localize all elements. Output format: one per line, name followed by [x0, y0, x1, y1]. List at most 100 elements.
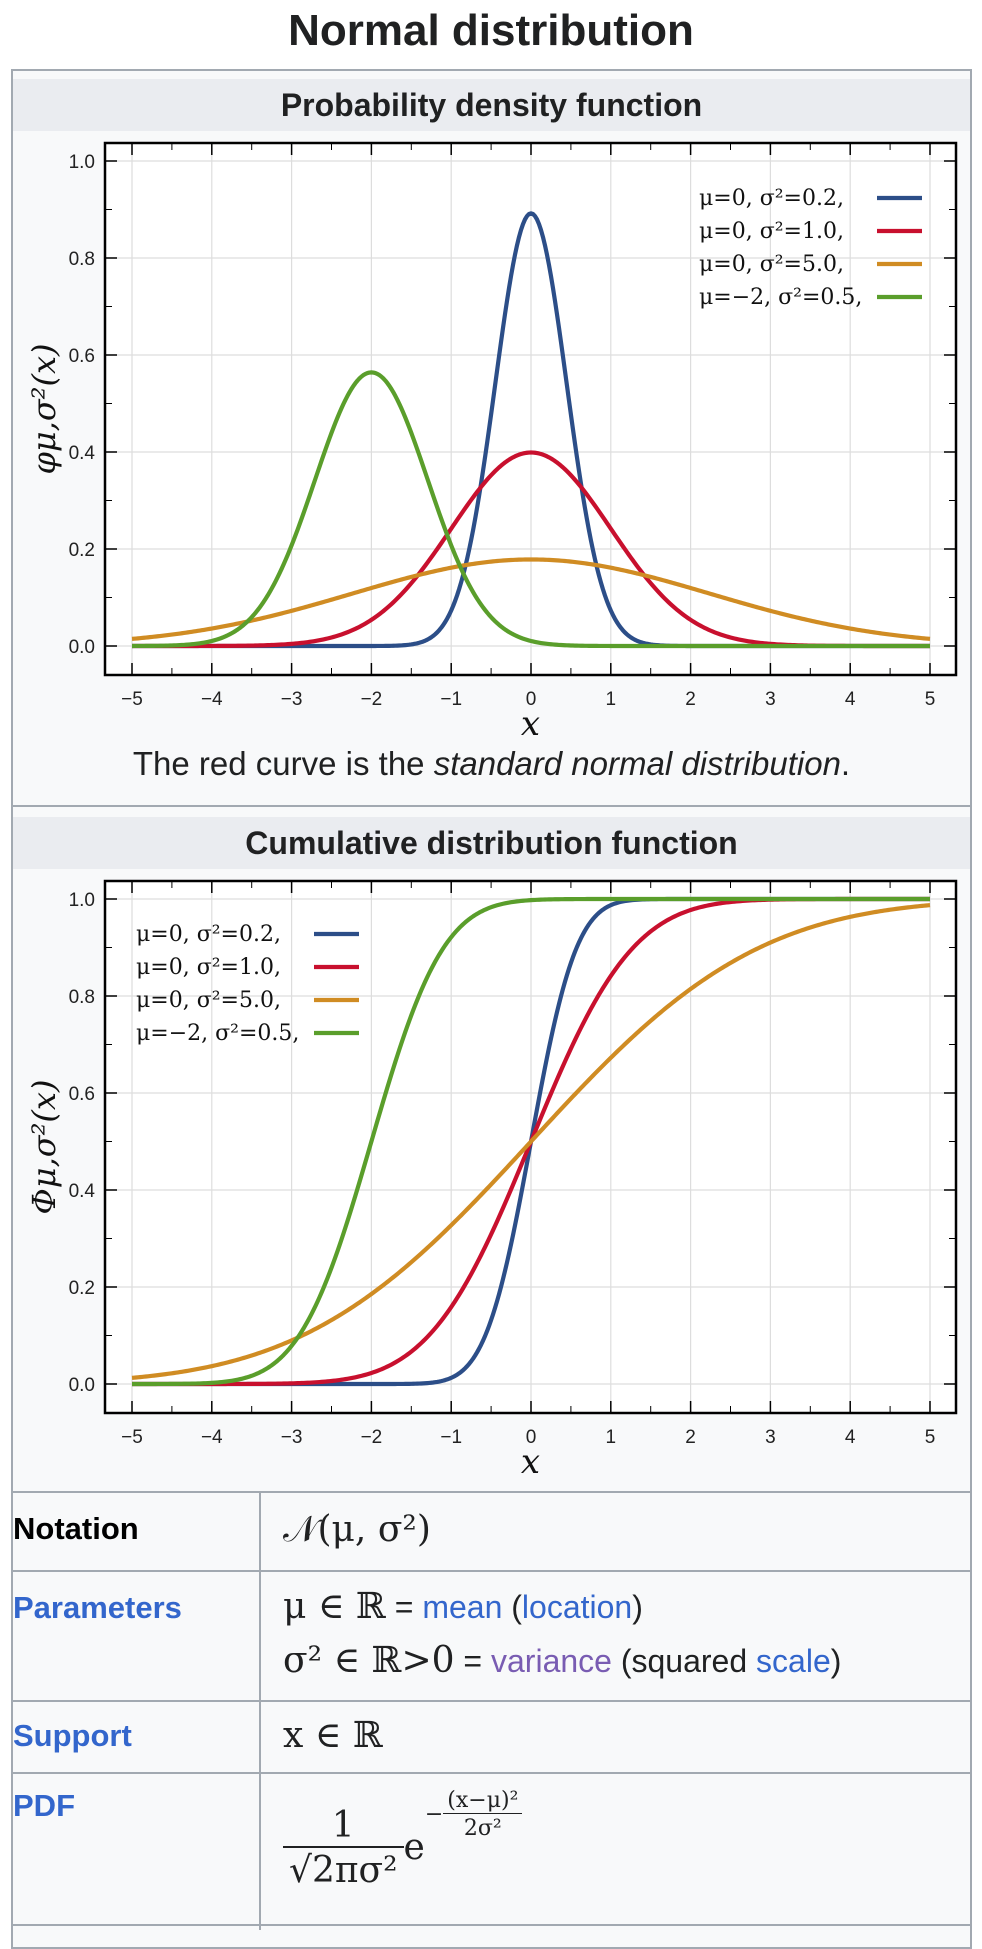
param-mean-math: μ ∈ ℝ [283, 1586, 386, 1627]
paren-close: ) [830, 1643, 842, 1679]
caption-text: The red curve is the [132, 745, 434, 782]
pdf-exp-num: (x−μ)² [447, 1788, 519, 1813]
legend-label: μ=0, σ²=1.0, [136, 955, 281, 980]
param-eq: = [454, 1643, 491, 1679]
y-tick-label: 0.8 [69, 249, 95, 270]
support-label-link[interactable]: Support [13, 1718, 132, 1753]
pdf-exp-fraction: (x−μ)² 2σ² [443, 1788, 523, 1841]
x-tick-label: −5 [121, 689, 143, 710]
series-line [131, 896, 931, 1387]
pdf-section-header: Probability density function [13, 79, 970, 131]
x-tick-label: 0 [526, 1427, 537, 1448]
caption-link-standard-normal: standard normal distribution [433, 745, 841, 782]
legend-label: μ=−2, σ²=0.5, [699, 285, 862, 310]
x-axis-label: x [521, 1442, 540, 1479]
legend-label: μ=0, σ²=0.2, [136, 922, 281, 947]
y-axis-label: Φμ,σ²(x) [25, 1080, 63, 1215]
y-tick-label: 1.0 [69, 152, 95, 173]
y-tick-label: 0.2 [69, 1278, 95, 1299]
notation-label: Notation [13, 1511, 139, 1546]
legend-label: μ=0, σ²=5.0, [699, 252, 844, 277]
x-tick-label: 5 [925, 1427, 936, 1448]
x-tick-label: 3 [765, 689, 776, 710]
x-tick-label: 4 [845, 1427, 856, 1448]
y-tick-label: 0.8 [69, 987, 95, 1008]
series-line [131, 557, 931, 641]
paren-open: ( [502, 1589, 522, 1625]
x-tick-label: 5 [925, 689, 936, 710]
row-divider [11, 1772, 972, 1774]
x-tick-label: −3 [281, 1427, 303, 1448]
variance-link[interactable]: variance [491, 1643, 612, 1679]
pdf-base: e [403, 1827, 425, 1868]
column-divider [259, 1493, 261, 1930]
legend-label: μ=0, σ²=0.2, [699, 186, 844, 211]
cdf-section-header: Cumulative distribution function [13, 817, 970, 869]
x-tick-label: −3 [281, 689, 303, 710]
x-axis-label: x [521, 704, 540, 741]
param-eq: = [385, 1589, 423, 1625]
pdf-formula: 1 √2πσ² e− (x−μ)² 2σ² [283, 1788, 523, 1891]
y-tick-label: 0.4 [69, 1181, 96, 1202]
y-tick-label: 0.6 [69, 346, 95, 367]
pdf-fraction: 1 √2πσ² [283, 1805, 404, 1891]
param-mean: μ ∈ ℝ = mean (location) [283, 1586, 643, 1627]
x-tick-label: 0 [526, 689, 537, 710]
x-tick-label: 2 [685, 689, 696, 710]
scale-link[interactable]: scale [756, 1643, 831, 1679]
x-tick-label: 4 [845, 689, 856, 710]
section-divider [11, 805, 972, 807]
support-row: Support x ∈ ℝ [11, 1702, 972, 1772]
x-tick-label: −5 [121, 1427, 143, 1448]
x-tick-label: −2 [361, 689, 383, 710]
row-divider [11, 1700, 972, 1702]
pdf-row: PDF 1 √2πσ² e− (x−μ)² 2σ² [11, 1774, 972, 1924]
notation-row: Notation 𝒩(μ, σ²) [11, 1493, 972, 1570]
x-tick-label: −1 [440, 1427, 462, 1448]
series-line [131, 370, 931, 649]
x-tick-label: −2 [361, 1427, 383, 1448]
x-tick-label: 1 [606, 689, 617, 710]
legend-label: μ=0, σ²=5.0, [136, 988, 281, 1013]
x-tick-label: 3 [765, 1427, 776, 1448]
mean-link[interactable]: mean [422, 1589, 503, 1625]
support-value: x ∈ ℝ [283, 1715, 383, 1756]
x-tick-label: 2 [685, 1427, 696, 1448]
x-tick-label: 1 [606, 1427, 617, 1448]
pdf-numerator: 1 [331, 1804, 355, 1846]
squared-text: (squared [611, 1643, 757, 1679]
cdf-chart: −5 −4 −3 −2 −1 0 1 2 3 4 5 0.0 0.2 0.4 0.6 0.8 1.0 x Φμ,σ²… [25, 879, 958, 1479]
page-title: Normal distribution [288, 6, 694, 55]
pdf-exp-sign: − [424, 1801, 444, 1827]
legend-label: μ=0, σ²=1.0, [699, 219, 844, 244]
pdf-caption: The red curve is the standard normal dis… [13, 745, 970, 783]
location-link[interactable]: location [521, 1589, 633, 1625]
paren-close: ) [632, 1589, 643, 1625]
y-tick-label: 0.2 [69, 540, 95, 561]
y-tick-label: 1.0 [69, 890, 95, 911]
y-tick-label: 0.0 [69, 1375, 95, 1396]
param-variance: σ² ∈ ℝ>0 = variance (squared scale) [283, 1640, 841, 1681]
row-divider [11, 1570, 972, 1572]
param-variance-math: σ² ∈ ℝ>0 [283, 1640, 455, 1681]
pdf-chart: −5 −4 −3 −2 −1 0 1 2 3 4 5 0.0 0.2 0.4 0.6 0.8 1.0 x φμ,σ²… [25, 141, 958, 741]
caption-end: . [840, 745, 851, 782]
pdf-exponent: − (x−μ)² 2σ² [424, 1788, 523, 1841]
parameters-label-link[interactable]: Parameters [13, 1590, 182, 1625]
pdf-denominator: √2πσ² [283, 1845, 404, 1891]
parameters-row: Parameters μ ∈ ℝ = mean (location) σ² ∈ … [11, 1572, 972, 1700]
x-tick-label: −4 [201, 689, 223, 710]
row-divider [11, 1924, 972, 1926]
y-axis-label: φμ,σ²(x) [25, 343, 63, 474]
x-tick-label: −1 [440, 689, 462, 710]
y-tick-label: 0.0 [69, 637, 95, 658]
notation-value: 𝒩(μ, σ²) [283, 1509, 431, 1550]
row-divider [11, 1491, 972, 1493]
series-line [131, 903, 931, 1380]
pdf-exp-den: 2σ² [443, 1813, 523, 1841]
legend-label: μ=−2, σ²=0.5, [136, 1021, 299, 1046]
pdf-label-link[interactable]: PDF [13, 1788, 75, 1823]
y-tick-label: 0.4 [69, 443, 96, 464]
x-tick-label: −4 [201, 1427, 223, 1448]
y-tick-label: 0.6 [69, 1084, 95, 1105]
